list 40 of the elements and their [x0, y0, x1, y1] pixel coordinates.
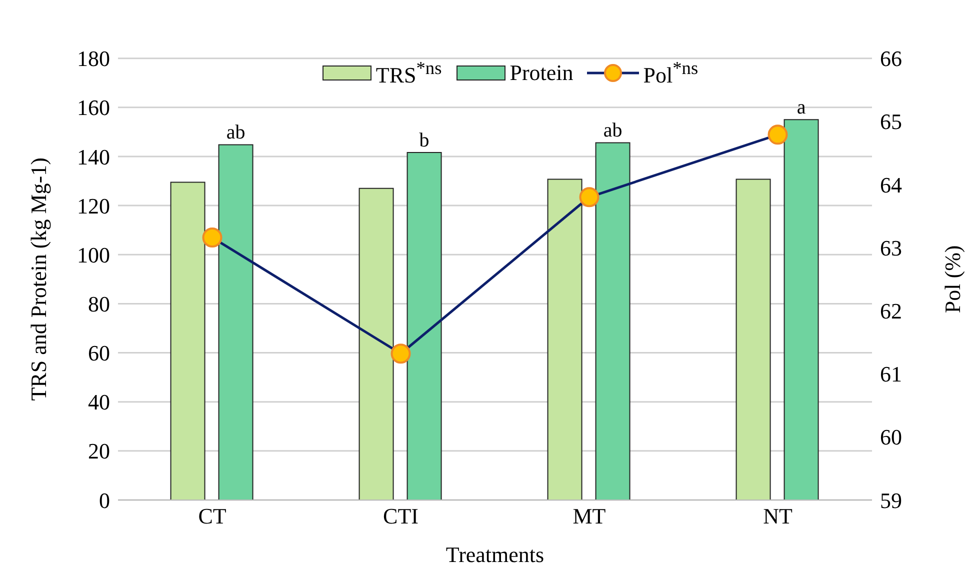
- y2-axis-title: Pol (%): [940, 245, 965, 314]
- y-tick-label: 40: [88, 390, 110, 415]
- y2-tick-label: 64: [880, 172, 902, 198]
- x-tick-label: NT: [763, 504, 793, 529]
- x-tick-label: CTI: [383, 504, 418, 529]
- y-tick-label: 0: [99, 488, 110, 513]
- annotation: ab: [226, 122, 246, 144]
- legend-label: TRS$^{*ns}$: [376, 58, 442, 88]
- bar: [595, 142, 630, 500]
- bar: [358, 188, 394, 500]
- y-tick-label: 180: [77, 46, 110, 72]
- annotation: a: [796, 96, 806, 119]
- y2-tick-label: 66: [880, 46, 902, 72]
- legend-label: Protein: [510, 60, 574, 86]
- x-tick-label: CT: [198, 504, 227, 529]
- y-axis-title: TRS and Protein (kg Mg-1): [26, 158, 51, 401]
- bar: [218, 144, 254, 500]
- y-tick-label: 160: [77, 95, 110, 120]
- bar: [736, 178, 771, 500]
- y-tick-label: 20: [88, 438, 110, 464]
- bar: [406, 152, 442, 500]
- annotation: b: [419, 130, 430, 152]
- x-axis-title: Treatments: [446, 542, 544, 567]
- y2-tick-label: 63: [880, 235, 902, 260]
- annotation: ab: [603, 120, 622, 142]
- bar: [784, 119, 819, 500]
- y-tick-label: 80: [88, 292, 110, 317]
- y-tick-label: 100: [77, 242, 110, 268]
- y2-tick-label: 62: [880, 298, 902, 324]
- legend-label: Pol$^{*ns}$: [643, 58, 698, 88]
- x-tick-label: MT: [572, 504, 606, 529]
- bar: [547, 178, 582, 500]
- y-tick-label: 120: [77, 193, 110, 218]
- y-tick-label: 140: [77, 144, 110, 170]
- y2-tick-label: 59: [880, 488, 902, 513]
- y2-tick-label: 61: [880, 362, 902, 387]
- bar: [170, 182, 206, 500]
- y-tick-label: 60: [88, 340, 110, 366]
- y2-tick-label: 65: [880, 109, 902, 134]
- y2-tick-label: 60: [880, 424, 902, 450]
